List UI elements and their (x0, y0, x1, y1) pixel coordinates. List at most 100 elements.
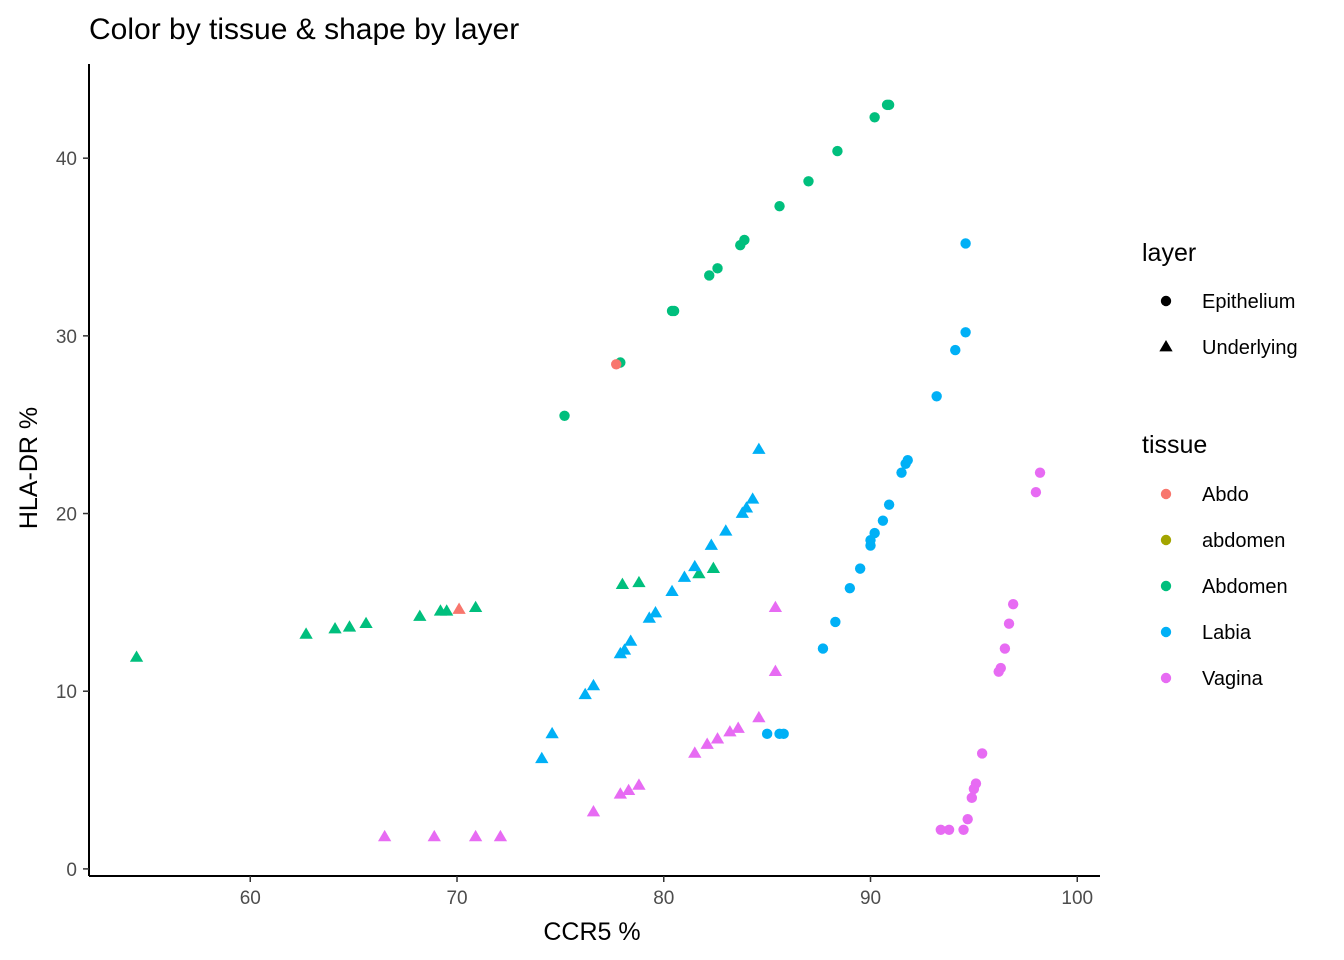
chart-title: Color by tissue & shape by layer (89, 13, 519, 46)
data-point (966, 792, 978, 804)
data-point (586, 678, 601, 691)
data-point (960, 238, 971, 249)
data-point (844, 582, 856, 594)
legend-key-abdo (1160, 488, 1172, 500)
data-point (704, 270, 715, 281)
data-point (976, 748, 988, 759)
data-point (900, 458, 911, 469)
legend-title-tissue: tissue (1142, 431, 1207, 459)
data-point (999, 643, 1011, 654)
data-point (854, 563, 866, 574)
data-point (413, 609, 427, 621)
data-point (342, 620, 357, 632)
data-point (950, 344, 961, 356)
data-point (545, 726, 559, 739)
data-point (704, 538, 718, 550)
data-point (668, 305, 680, 317)
data-point (731, 721, 745, 733)
data-point (710, 732, 725, 744)
data-point (677, 570, 692, 582)
data-point (688, 559, 702, 572)
data-point (129, 650, 144, 662)
data-point (427, 829, 441, 842)
legend-label: abdomen (1202, 530, 1285, 552)
data-point (1003, 618, 1015, 629)
data-point (452, 602, 466, 614)
data-point (624, 634, 638, 646)
data-point (877, 515, 889, 526)
data-point (1034, 467, 1046, 478)
data-point (719, 524, 733, 536)
data-point (706, 561, 721, 573)
data-point (688, 746, 702, 758)
data-point (943, 824, 955, 836)
data-point (1007, 598, 1019, 610)
data-point (468, 600, 483, 613)
data-point (632, 778, 646, 790)
legend: layer tissue Epithelium Underlying Abdo abd… (1142, 239, 1298, 690)
y-tick-label: 20 (56, 505, 77, 526)
y-tick-label: 30 (56, 327, 77, 348)
data-point (768, 600, 783, 613)
data-point (632, 575, 646, 588)
data-point (830, 616, 841, 628)
data-point (613, 646, 627, 659)
data-point (778, 728, 789, 740)
data-point (761, 728, 773, 740)
data-point (931, 391, 942, 402)
legend-key-vagina (1160, 672, 1172, 684)
legend-title-layer: layer (1142, 239, 1196, 267)
data-point (869, 112, 880, 123)
x-tick-label: 60 (240, 888, 261, 909)
y-tick-label: 10 (56, 682, 77, 703)
x-tick-label: 80 (653, 888, 674, 909)
data-point (739, 234, 750, 246)
data-point (642, 611, 656, 623)
data-point (559, 410, 570, 422)
axes: 60 70 80 90 100 0 10 20 30 40 (56, 64, 1100, 909)
data-point (752, 442, 766, 454)
legend-label: Labia (1202, 622, 1252, 644)
legend-key-underlying (1159, 340, 1173, 352)
x-tick-label: 100 (1061, 888, 1093, 909)
legend-key-epithelium (1160, 295, 1172, 307)
data-point (615, 577, 630, 589)
data-point (712, 263, 723, 274)
legend-label: Abdo (1202, 484, 1249, 506)
data-point (768, 664, 783, 677)
legend-label: Abdomen (1202, 576, 1288, 598)
data-point (993, 666, 1004, 677)
data-point (735, 506, 749, 518)
legend-key-abdomen (1160, 580, 1172, 592)
data-point (665, 584, 679, 597)
data-point (468, 829, 483, 842)
data-point (328, 622, 342, 634)
x-axis-title: CCR5 % (543, 918, 640, 946)
data-point (723, 725, 737, 737)
data-point (774, 200, 785, 212)
legend-label: Underlying (1202, 337, 1298, 359)
data-point (803, 176, 814, 187)
data-point (692, 566, 706, 579)
data-point (440, 604, 454, 616)
data-point (817, 643, 829, 654)
data-point (1030, 487, 1042, 498)
y-axis-title: HLA-DR % (15, 407, 43, 529)
data-point (613, 787, 627, 799)
data-point (883, 499, 895, 510)
data-point (378, 829, 392, 842)
data-point (700, 737, 714, 749)
data-point (578, 687, 592, 700)
data-point (962, 813, 973, 825)
legend-label: Epithelium (1202, 291, 1295, 313)
x-tick-label: 70 (446, 888, 467, 909)
data-point (586, 805, 601, 817)
data-point (832, 145, 843, 157)
data-point (958, 824, 969, 836)
data-point (746, 492, 760, 504)
data-point (621, 783, 636, 796)
legend-key-labia (1160, 626, 1172, 638)
y-tick-label: 40 (56, 149, 77, 170)
data-point (535, 751, 549, 764)
x-tick-label: 90 (860, 888, 881, 909)
